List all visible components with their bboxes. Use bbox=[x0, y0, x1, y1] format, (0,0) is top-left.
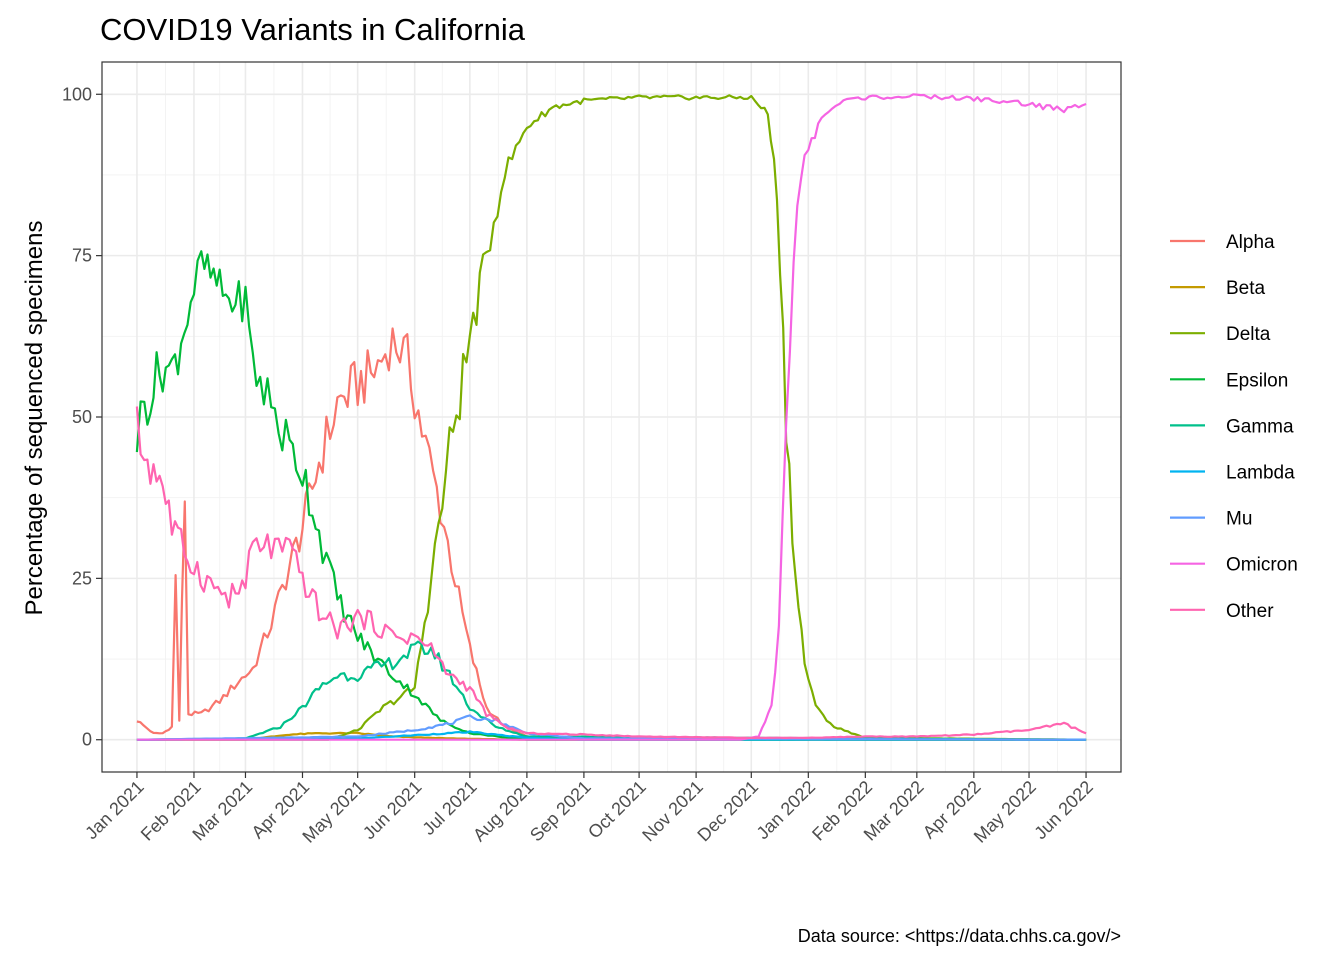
series-layer bbox=[135, 93, 1087, 741]
series-line-omicron bbox=[136, 93, 1087, 741]
legend: Alpha Beta Delta Epsilon Gamma Lambda Mu Omicro… bbox=[1170, 232, 1298, 622]
y-axis: 0 25 50 75 100 bbox=[62, 84, 102, 750]
legend-label-beta: Beta bbox=[1226, 278, 1266, 299]
x-tick-label: Dec 2021 bbox=[693, 777, 762, 846]
legend-label-alpha: Alpha bbox=[1226, 232, 1275, 253]
y-tick-label: 0 bbox=[82, 730, 92, 750]
y-tick-label: 100 bbox=[62, 84, 92, 104]
chart-caption: Data source: <https://data.chhs.ca.gov/> bbox=[798, 926, 1121, 946]
legend-label-other: Other bbox=[1226, 601, 1274, 622]
x-tick-label: Jun 2022 bbox=[1030, 777, 1097, 844]
x-tick-label: Jan 2022 bbox=[753, 777, 820, 844]
y-axis-title: Percentage of sequenced specimens bbox=[21, 221, 48, 616]
legend-label-epsilon: Epsilon bbox=[1226, 370, 1288, 391]
y-tick-label: 50 bbox=[72, 407, 92, 427]
series-line-other bbox=[135, 406, 1087, 739]
series-line-mu bbox=[136, 714, 1087, 741]
legend-label-delta: Delta bbox=[1226, 324, 1271, 345]
y-tick-label: 25 bbox=[72, 568, 92, 588]
x-tick-label: Jan 2021 bbox=[81, 777, 148, 844]
legend-label-gamma: Gamma bbox=[1226, 416, 1294, 437]
x-tick-label: Aug 2021 bbox=[469, 777, 538, 846]
x-tick-label: Jun 2021 bbox=[359, 777, 426, 844]
legend-label-omicron: Omicron bbox=[1226, 555, 1298, 576]
legend-label-mu: Mu bbox=[1226, 509, 1252, 530]
chart-title: COVID19 Variants in California bbox=[100, 12, 526, 47]
legend-label-lambda: Lambda bbox=[1226, 463, 1295, 484]
x-tick-label: Sep 2021 bbox=[526, 777, 595, 846]
y-tick-label: 75 bbox=[72, 246, 92, 266]
